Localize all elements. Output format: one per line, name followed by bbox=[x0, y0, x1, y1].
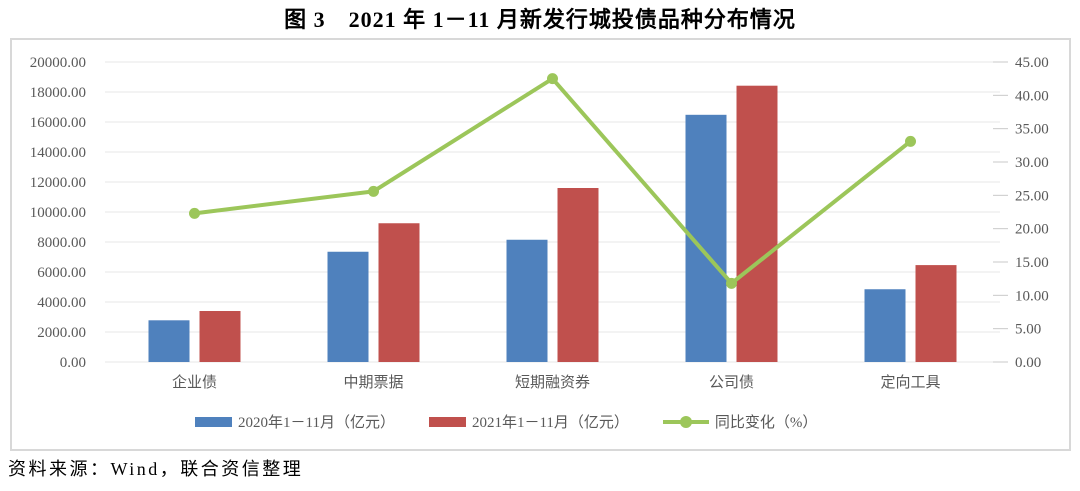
chart-area: 0.00 2000.00 4000.00 6000.00 8000.00 10000.00… bbox=[10, 38, 1071, 451]
yoy-marker bbox=[905, 135, 916, 147]
bar bbox=[557, 188, 599, 362]
bar bbox=[915, 265, 957, 362]
category-label: 中期票据 bbox=[343, 374, 403, 391]
chart-legend: 2020年1－11月（亿元） 2021年1－11月（亿元） 同比变化（%） bbox=[195, 411, 817, 432]
legend-label: 2020年1－11月（亿元） bbox=[238, 415, 395, 431]
legend-bar-swatch bbox=[428, 416, 466, 427]
left-axis-tick-label: 18000.00 bbox=[30, 85, 86, 101]
right-axis-tick-label: 45.00 bbox=[1015, 55, 1049, 71]
left-axis-tick-label: 10000.00 bbox=[30, 205, 86, 221]
source-note: 资料来源：Wind，联合资信整理 bbox=[8, 459, 304, 479]
bar bbox=[864, 289, 906, 362]
legend-bar-swatch bbox=[195, 416, 232, 427]
combo-chart-svg: 0.00 2000.00 4000.00 6000.00 8000.00 10000.00… bbox=[30, 55, 1049, 391]
left-axis-tick-label: 20000.00 bbox=[30, 55, 86, 71]
right-axis-tick-label: 20.00 bbox=[1015, 222, 1049, 238]
bar bbox=[199, 311, 241, 362]
category-label: 企业债 bbox=[172, 373, 217, 391]
right-axis-tick-label: 40.00 bbox=[1015, 88, 1049, 104]
bar bbox=[506, 239, 548, 362]
bar bbox=[327, 251, 369, 362]
legend-item: 同比变化（%） bbox=[662, 411, 818, 432]
left-axis-tick-label: 6000.00 bbox=[37, 265, 86, 281]
left-axis-tick-label: 4000.00 bbox=[37, 295, 86, 311]
category-label: 短期融资券 bbox=[515, 374, 590, 391]
yoy-marker bbox=[726, 277, 737, 289]
bar bbox=[148, 320, 190, 362]
left-axis-tick-label: 0.00 bbox=[60, 355, 86, 371]
bar bbox=[378, 223, 420, 362]
left-axis-tick-label: 8000.00 bbox=[37, 235, 86, 251]
bar bbox=[736, 85, 778, 362]
left-axis-tick-label: 12000.00 bbox=[30, 175, 86, 191]
chart-title: 图 3 2021 年 1－11 月新发行城投债品种分布情况 bbox=[284, 7, 796, 32]
left-axis-tick-label: 14000.00 bbox=[30, 145, 86, 161]
right-axis-tick-label: 30.00 bbox=[1015, 155, 1049, 171]
legend-line-swatch bbox=[662, 415, 709, 428]
right-axis-tick-label: 10.00 bbox=[1015, 288, 1049, 304]
legend-label: 同比变化（%） bbox=[714, 415, 818, 431]
left-axis-tick-label: 2000.00 bbox=[37, 325, 86, 341]
right-axis-tick-label: 0.00 bbox=[1015, 355, 1041, 371]
left-axis-tick-label: 16000.00 bbox=[30, 115, 86, 131]
legend-item: 2020年1－11月（亿元） bbox=[195, 411, 395, 432]
category-label: 定向工具 bbox=[880, 374, 940, 391]
right-axis-tick-label: 15.00 bbox=[1015, 255, 1049, 271]
yoy-line bbox=[192, 76, 913, 286]
right-axis-tick-label: 35.00 bbox=[1015, 122, 1049, 138]
legend-line-dot bbox=[679, 415, 692, 428]
legend-item: 2021年1－11月（亿元） bbox=[428, 411, 629, 432]
right-axis-tick-label: 25.00 bbox=[1015, 188, 1049, 204]
right-axis-tick-label: 5.00 bbox=[1015, 322, 1041, 338]
yoy-marker bbox=[189, 207, 200, 219]
category-label: 公司债 bbox=[709, 374, 754, 391]
yoy-marker bbox=[368, 185, 379, 197]
yoy-marker bbox=[547, 73, 558, 85]
legend-label: 2021年1－11月（亿元） bbox=[471, 415, 629, 431]
